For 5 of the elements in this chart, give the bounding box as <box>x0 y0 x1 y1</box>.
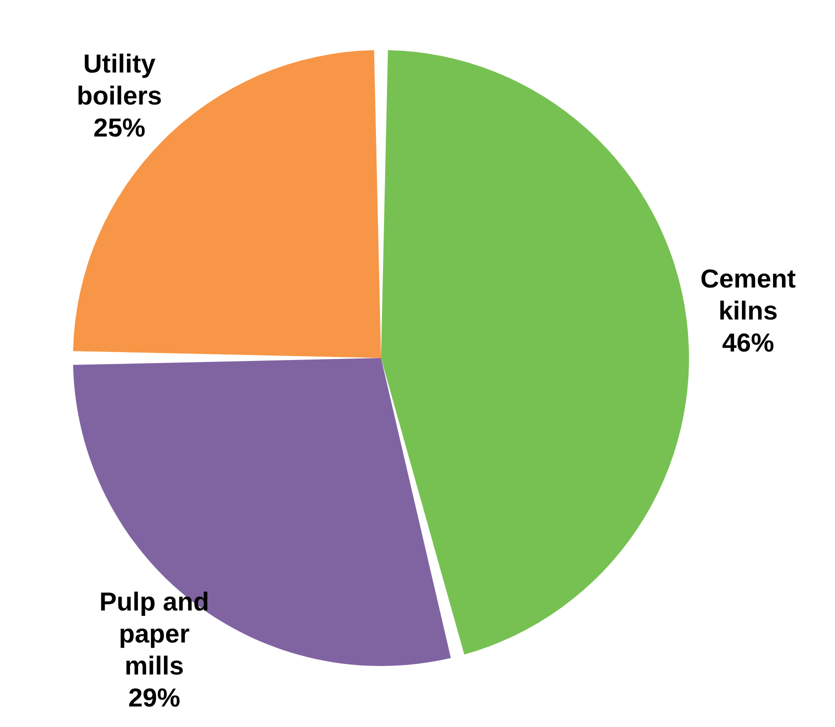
data-label: 29% <box>128 682 180 712</box>
slice-label: Cement kilns <box>700 264 796 326</box>
slice-label: Utility boilers <box>76 48 162 110</box>
data-label: 25% <box>93 112 146 142</box>
data-label: 46% <box>722 328 774 358</box>
